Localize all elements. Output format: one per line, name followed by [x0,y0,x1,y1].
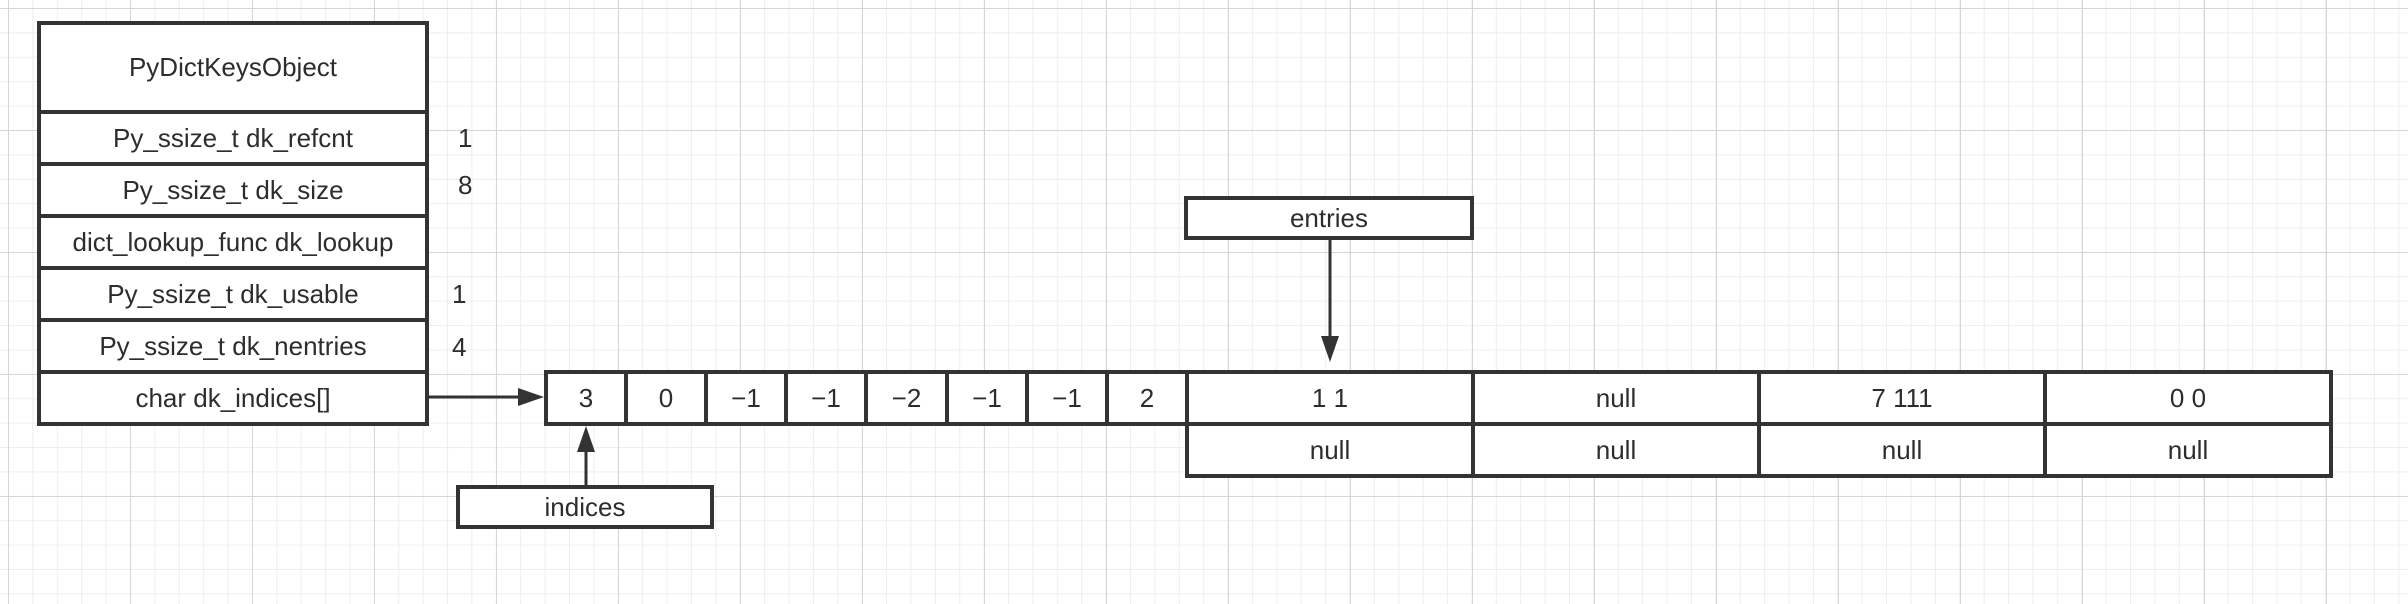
value-dk-refcnt: 1 [458,123,473,153]
entry-cell: 1 1 [1185,370,1475,426]
field-label: Py_ssize_t dk_refcnt [113,122,353,153]
index-cell: 0 [624,370,708,426]
index-cell: −1 [784,370,868,426]
field-label: dict_lookup_func dk_lookup [72,226,394,257]
entry-cell: null [1471,422,1761,478]
value-dk-usable: 1 [452,279,467,309]
field-dk-indices: char dk_indices[] [37,370,429,426]
arrow-entries-label [1321,238,1339,362]
indices-label: indices [456,485,714,529]
field-dk-lookup: dict_lookup_func dk_lookup [37,214,429,270]
entry-cell: 7 111 [1757,370,2047,426]
entry-cell: null [1757,422,2047,478]
struct-title-text: PyDictKeysObject [128,52,338,82]
value-dk-size: 8 [458,170,473,200]
arrow-indices-label [577,426,595,486]
value-dk-nentries: 4 [452,332,467,362]
arrow-dk-indices-to-array [429,388,544,406]
index-cell: 2 [1105,370,1189,426]
field-dk-nentries: Py_ssize_t dk_nentries [37,318,429,374]
entry-cell: null [1185,422,1475,478]
field-label: char dk_indices[] [135,382,331,413]
index-cell: −1 [704,370,788,426]
field-dk-size: Py_ssize_t dk_size [37,162,429,218]
field-label: Py_ssize_t dk_size [122,174,344,205]
index-cell: 3 [544,370,628,426]
struct-title: PyDictKeysObject [37,21,429,114]
field-label: Py_ssize_t dk_nentries [99,330,367,361]
entry-cell: null [2043,422,2333,478]
field-dk-usable: Py_ssize_t dk_usable [37,266,429,322]
field-label: Py_ssize_t dk_usable [107,278,359,309]
